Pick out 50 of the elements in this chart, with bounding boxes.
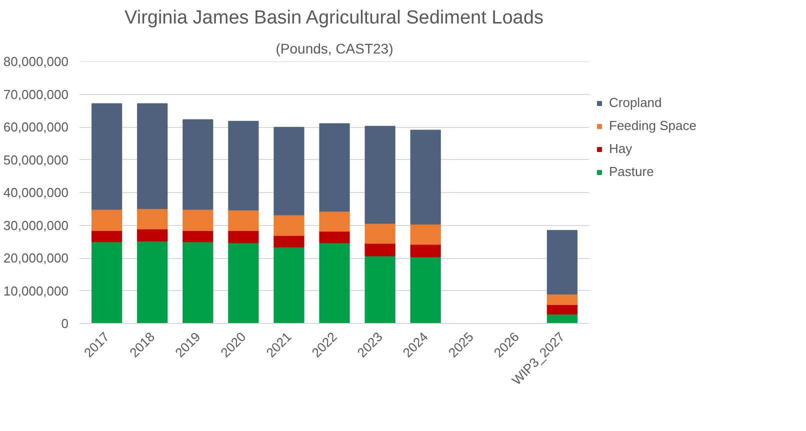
bar	[546, 304, 578, 315]
bar	[228, 209, 259, 231]
chart-subtitle: (Pounds, CAST23)	[276, 40, 394, 56]
bar	[137, 240, 168, 324]
bar	[182, 230, 214, 242]
bar	[228, 230, 259, 244]
bar	[274, 246, 304, 324]
y-tick-label: 10,000,000	[3, 283, 69, 298]
y-tick-label: 0	[61, 316, 69, 331]
bar	[92, 208, 122, 231]
bar	[410, 223, 441, 245]
bar	[319, 242, 350, 324]
bar	[319, 210, 350, 232]
bar	[319, 230, 350, 244]
y-tick-label: 50,000,000	[3, 152, 69, 168]
bar	[546, 294, 578, 306]
bar	[410, 256, 441, 324]
y-tick-label: 20,000,000	[3, 250, 69, 266]
bar	[364, 242, 396, 256]
bar	[228, 120, 259, 210]
bar	[274, 126, 304, 216]
bar	[137, 228, 168, 242]
bar	[92, 103, 122, 210]
bar	[92, 241, 122, 324]
bar	[410, 130, 441, 224]
legend-label: Hay	[609, 141, 632, 156]
bar	[546, 230, 578, 295]
bar	[319, 123, 350, 212]
legend-label: Feeding Space	[609, 118, 696, 133]
bar	[364, 222, 396, 244]
bar	[274, 214, 304, 236]
legend-label: Cropland	[609, 95, 662, 110]
legend-label: Pasture	[609, 164, 654, 179]
bar	[410, 244, 441, 258]
bar	[182, 119, 214, 210]
bar	[182, 241, 214, 324]
y-tick-label: 70,000,000	[3, 86, 69, 102]
bar	[137, 208, 168, 230]
y-tick-label: 40,000,000	[3, 185, 69, 200]
y-tick-label: 60,000,000	[3, 120, 69, 134]
y-tick-label: 30,000,000	[3, 218, 69, 233]
bar	[364, 126, 396, 224]
bar	[228, 242, 259, 324]
bar	[274, 234, 304, 248]
bar	[182, 208, 214, 231]
bar	[92, 230, 122, 242]
chart-title: Virginia James Basin Agricultural Sediment Loads	[124, 8, 544, 28]
y-tick-label: 80,000,000	[3, 54, 69, 69]
bar	[364, 255, 396, 324]
bar	[137, 103, 168, 210]
